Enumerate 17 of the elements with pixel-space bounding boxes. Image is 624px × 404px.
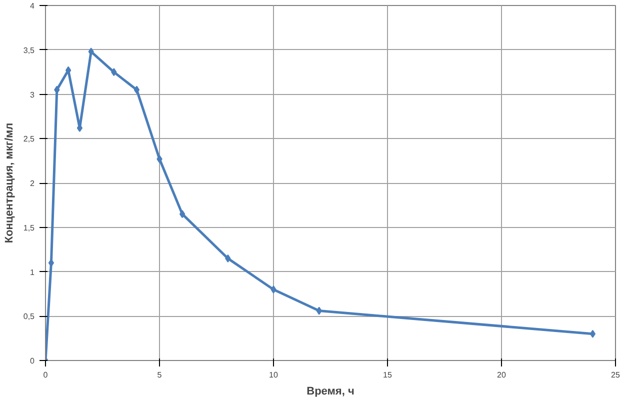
y-tick-label: 0,5: [23, 312, 36, 322]
y-tick-label: 1: [30, 268, 36, 277]
y-tick-label: 3,5: [23, 46, 36, 55]
y-tick-label: 3: [30, 90, 36, 100]
x-axis-title: Время, ч: [306, 386, 354, 398]
y-tick-label: 4: [30, 2, 36, 10]
x-tick-label: 20: [497, 370, 506, 380]
y-tick-label: 2,5: [23, 134, 36, 144]
y-tick-label: 0: [30, 356, 36, 366]
y-tick-label: 1,5: [23, 223, 36, 232]
x-tick-label: 0: [43, 370, 48, 380]
y-tick-label: 2: [30, 179, 36, 188]
x-tick-label: 5: [157, 370, 162, 380]
x-tick-label: 25: [611, 370, 620, 380]
y-axis-title: Концентрация, мкг/мл: [3, 122, 16, 244]
x-tick-label: 15: [383, 370, 392, 380]
x-tick-label: 10: [269, 370, 278, 380]
